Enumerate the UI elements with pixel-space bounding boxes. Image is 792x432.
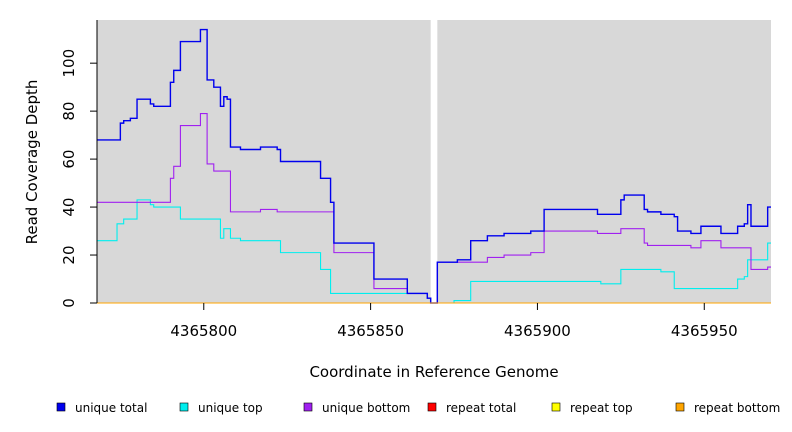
y-tick-label: 40 [60,198,78,217]
plot-background-right [437,20,771,303]
legend-label: repeat bottom [694,401,780,415]
series-line-unique-top [97,199,771,304]
x-axis-title: Coordinate in Reference Genome [309,363,558,381]
legend-label: unique bottom [322,401,410,415]
x-tick-label: 4365800 [170,322,237,340]
x-tick-label: 4365850 [337,322,404,340]
legend: unique total unique top unique bottom repea… [56,401,780,415]
legend-swatch-repeat-total [427,402,437,412]
legend-label: repeat total [446,401,516,415]
x-tick-label: 4365900 [504,322,571,340]
series-line-unique-total [97,28,771,304]
legend-label: unique total [75,401,147,415]
y-tick-label: 20 [60,245,78,264]
legend-label: unique top [198,401,263,415]
legend-swatch-unique-bottom [303,402,313,412]
x-tick-label: 4365950 [671,322,738,340]
y-tick-label: 100 [60,49,78,78]
legend-label: repeat top [570,401,633,415]
legend-swatch-repeat-top [551,402,561,412]
plot-background-left [97,20,431,303]
legend-swatch-repeat-bottom [675,402,685,412]
y-tick-label: 60 [60,150,78,169]
y-tick-label: 80 [60,102,78,121]
y-axis-title: Read Coverage Depth [23,80,41,245]
legend-swatch-unique-top [179,402,189,412]
legend-swatch-unique-total [56,402,66,412]
y-tick-label: 0 [60,298,78,308]
